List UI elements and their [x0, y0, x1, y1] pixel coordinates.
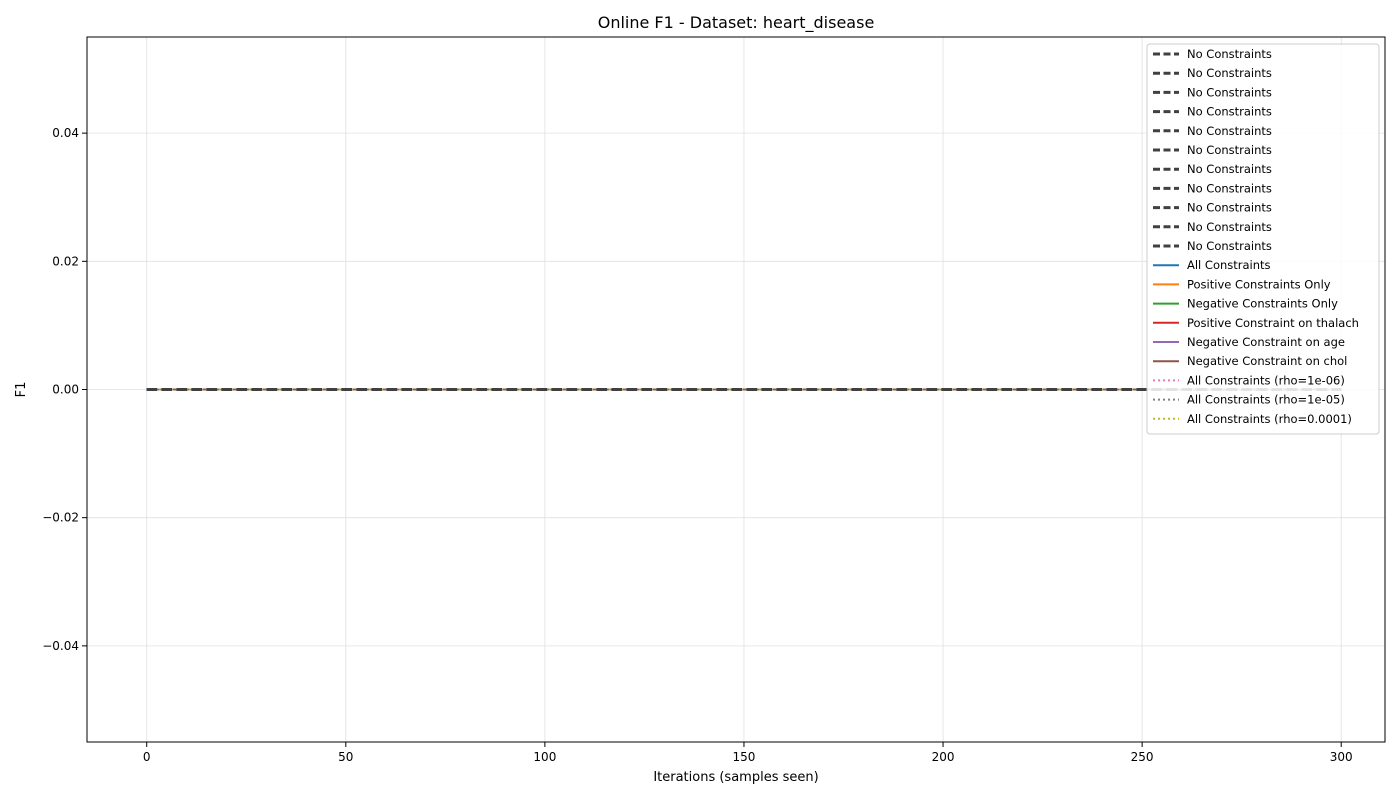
chart-title: Online F1 - Dataset: heart_disease: [598, 13, 875, 33]
x-axis: 0 50 100 150 200 250 300: [143, 742, 1353, 764]
x-tick-label: 100: [533, 750, 556, 764]
x-tick-label: 200: [932, 750, 955, 764]
y-tick-label: 0.00: [52, 383, 79, 397]
legend-label: No Constraints: [1187, 85, 1272, 99]
y-axis-label: F1: [14, 382, 29, 398]
legend-label: No Constraints: [1187, 220, 1272, 234]
x-tick-label: 0: [143, 750, 151, 764]
y-axis: −0.04 −0.02 0.00 0.02 0.04: [42, 126, 87, 653]
legend-label: All Constraints (rho=1e-06): [1187, 373, 1345, 387]
y-tick-label: 0.02: [52, 254, 79, 268]
legend-label: Positive Constraint on thalach: [1187, 316, 1359, 330]
legend-label: No Constraints: [1187, 201, 1272, 215]
y-tick-label: 0.04: [52, 126, 79, 140]
legend-label: All Constraints (rho=1e-05): [1187, 393, 1345, 407]
legend-label: No Constraints: [1187, 66, 1272, 80]
legend-label: Negative Constraint on age: [1187, 335, 1345, 349]
legend-label: All Constraints: [1187, 258, 1271, 272]
x-tick-label: 300: [1330, 750, 1353, 764]
y-tick-label: −0.04: [42, 639, 79, 653]
y-tick-label: −0.02: [42, 511, 79, 525]
legend-box: [1146, 43, 1380, 435]
legend-label: No Constraints: [1187, 124, 1272, 138]
legend-label: No Constraints: [1187, 239, 1272, 253]
x-tick-label: 150: [733, 750, 756, 764]
legend-label: No Constraints: [1187, 143, 1272, 157]
legend-label: All Constraints (rho=0.0001): [1187, 412, 1352, 426]
legend: No Constraints No Constraints No Constrain…: [1146, 43, 1380, 435]
legend-label: Negative Constraints Only: [1187, 297, 1338, 311]
x-axis-label: Iterations (samples seen): [653, 770, 818, 785]
legend-label: Positive Constraints Only: [1187, 277, 1331, 291]
x-tick-label: 250: [1131, 750, 1154, 764]
legend-label: No Constraints: [1187, 162, 1272, 176]
legend-label: No Constraints: [1187, 181, 1272, 195]
x-tick-label: 50: [338, 750, 353, 764]
legend-label: No Constraints: [1187, 47, 1272, 61]
legend-label: Negative Constraint on chol: [1187, 354, 1347, 368]
legend-label: No Constraints: [1187, 105, 1272, 119]
